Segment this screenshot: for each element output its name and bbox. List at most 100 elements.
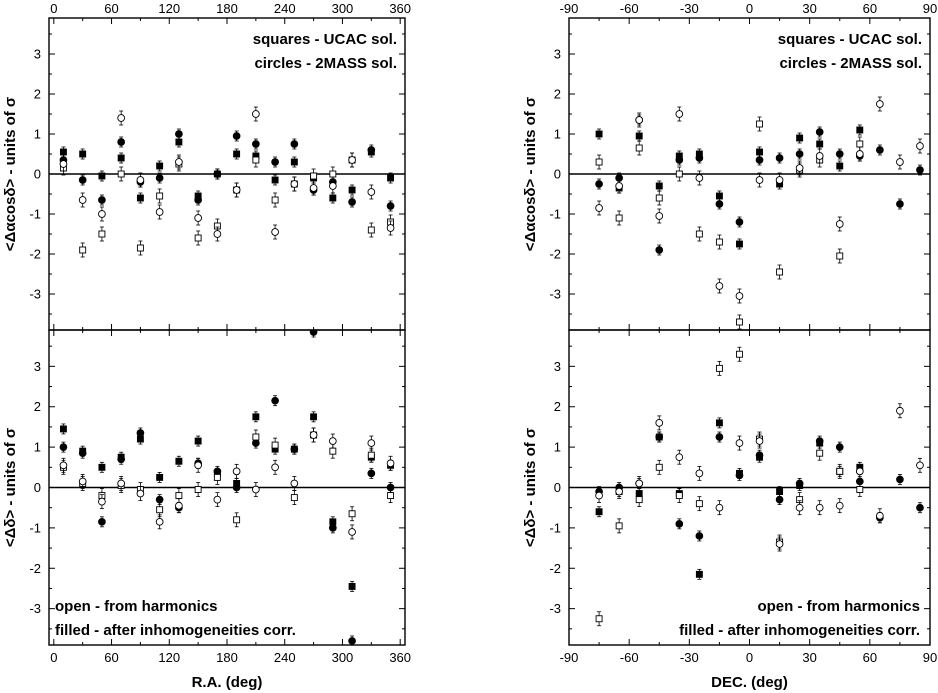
point-circle-open: [290, 479, 299, 488]
point-circle-open: [595, 204, 603, 212]
y-tick-label: -3: [29, 287, 41, 302]
point-circle-open: [916, 461, 924, 470]
point-circle-open: [386, 459, 395, 468]
point-square-open: [233, 516, 241, 524]
x-tick-label: 120: [158, 650, 180, 665]
point-square-open: [736, 350, 743, 358]
y-tick-label: 1: [34, 127, 41, 142]
y-tick-label: -3: [549, 601, 561, 616]
point-square-filled: [635, 132, 643, 140]
point-square-open: [213, 473, 221, 481]
point-square-filled: [156, 162, 164, 170]
point-square-open: [615, 522, 623, 530]
point-circle-filled: [175, 130, 183, 138]
point-circle-filled: [232, 132, 241, 140]
x-tick-label: -60: [620, 1, 639, 16]
x-tick-label: -90: [560, 650, 579, 665]
point-circle-open: [635, 479, 644, 488]
point-square-open: [615, 214, 623, 222]
point-circle-filled: [328, 524, 337, 532]
point-square-open: [194, 234, 202, 242]
point-circle-open: [795, 164, 804, 172]
point-circle-open: [328, 437, 337, 445]
point-circle-filled: [735, 218, 744, 226]
point-circle-filled: [98, 196, 106, 204]
point-circle-open: [309, 431, 318, 439]
point-circle-open: [896, 158, 904, 166]
point-square-open: [675, 492, 683, 500]
x-tick-label: 240: [274, 650, 296, 665]
point-circle-open: [755, 176, 764, 184]
y-tick-label: -1: [549, 207, 561, 222]
point-circle-open: [271, 463, 279, 472]
x-tick-label: -30: [680, 1, 699, 16]
x-tick-label: 0: [746, 1, 753, 16]
point-circle-open: [309, 184, 318, 192]
point-circle-filled: [815, 437, 824, 445]
point-circle-open: [78, 196, 87, 204]
x-tick-label: 360: [389, 650, 411, 665]
point-square-open: [367, 226, 375, 234]
point-square-filled: [736, 240, 743, 248]
point-square-open: [367, 451, 375, 459]
point-circle-open: [675, 110, 684, 118]
y-tick-label: 3: [554, 359, 561, 374]
point-circle-open: [367, 439, 376, 447]
point-square-filled: [98, 172, 106, 180]
point-circle-open: [232, 186, 241, 194]
legend-annotation: open - from harmonics: [757, 598, 920, 615]
point-circle-filled: [655, 433, 664, 441]
point-circle-filled: [386, 202, 395, 210]
point-square-filled: [655, 182, 663, 190]
y-axis-label: <Δαcosδ> - units of σ: [2, 97, 19, 251]
point-square-filled: [175, 457, 183, 465]
point-square-filled: [595, 508, 603, 516]
point-square-open: [98, 230, 106, 238]
point-circle-filled: [309, 330, 318, 336]
x-tick-label: 30: [802, 1, 816, 16]
point-square-open: [252, 433, 260, 441]
point-square-open: [836, 252, 844, 260]
point-square-filled: [329, 194, 337, 202]
point-square-filled: [310, 413, 318, 421]
x-tick-label: 0: [50, 650, 57, 665]
point-square-open: [595, 615, 603, 623]
point-circle-open: [367, 188, 376, 196]
point-square-open: [290, 494, 298, 502]
point-circle-open: [98, 497, 106, 506]
point-circle-filled: [815, 128, 824, 136]
x-tick-label: 60: [104, 650, 118, 665]
point-circle-open: [232, 467, 241, 476]
point-circle-open: [715, 282, 724, 290]
y-tick-label: 0: [34, 480, 41, 495]
point-circle-filled: [348, 637, 356, 645]
point-circle-open: [117, 114, 126, 122]
x-tick-label: 90: [923, 650, 937, 665]
point-circle-filled: [367, 469, 376, 478]
point-circle-open: [136, 489, 145, 498]
point-circle-open: [896, 406, 904, 415]
y-tick-label: -3: [549, 287, 561, 302]
point-square-filled: [290, 158, 298, 166]
point-circle-filled: [155, 174, 164, 182]
point-square-filled: [156, 473, 164, 481]
point-circle-filled: [835, 150, 844, 158]
x-tick-label: 180: [216, 1, 238, 16]
point-circle-filled: [252, 140, 260, 148]
point-square-open: [715, 238, 723, 246]
legend-annotation: circles - 2MASS sol.: [779, 55, 922, 72]
point-circle-filled: [348, 198, 356, 206]
point-circle-open: [348, 156, 356, 164]
point-circle-open: [855, 467, 864, 476]
point-circle-filled: [155, 495, 164, 504]
point-circle-filled: [271, 396, 279, 405]
markers: [59, 330, 395, 645]
y-tick-label: -2: [29, 561, 41, 576]
y-tick-label: 3: [34, 359, 41, 374]
x-axis-label: R.A. (deg): [192, 674, 263, 691]
point-circle-open: [136, 176, 145, 184]
y-tick-label: -2: [549, 247, 561, 262]
point-circle-filled: [117, 455, 126, 464]
point-square-open: [836, 467, 844, 475]
